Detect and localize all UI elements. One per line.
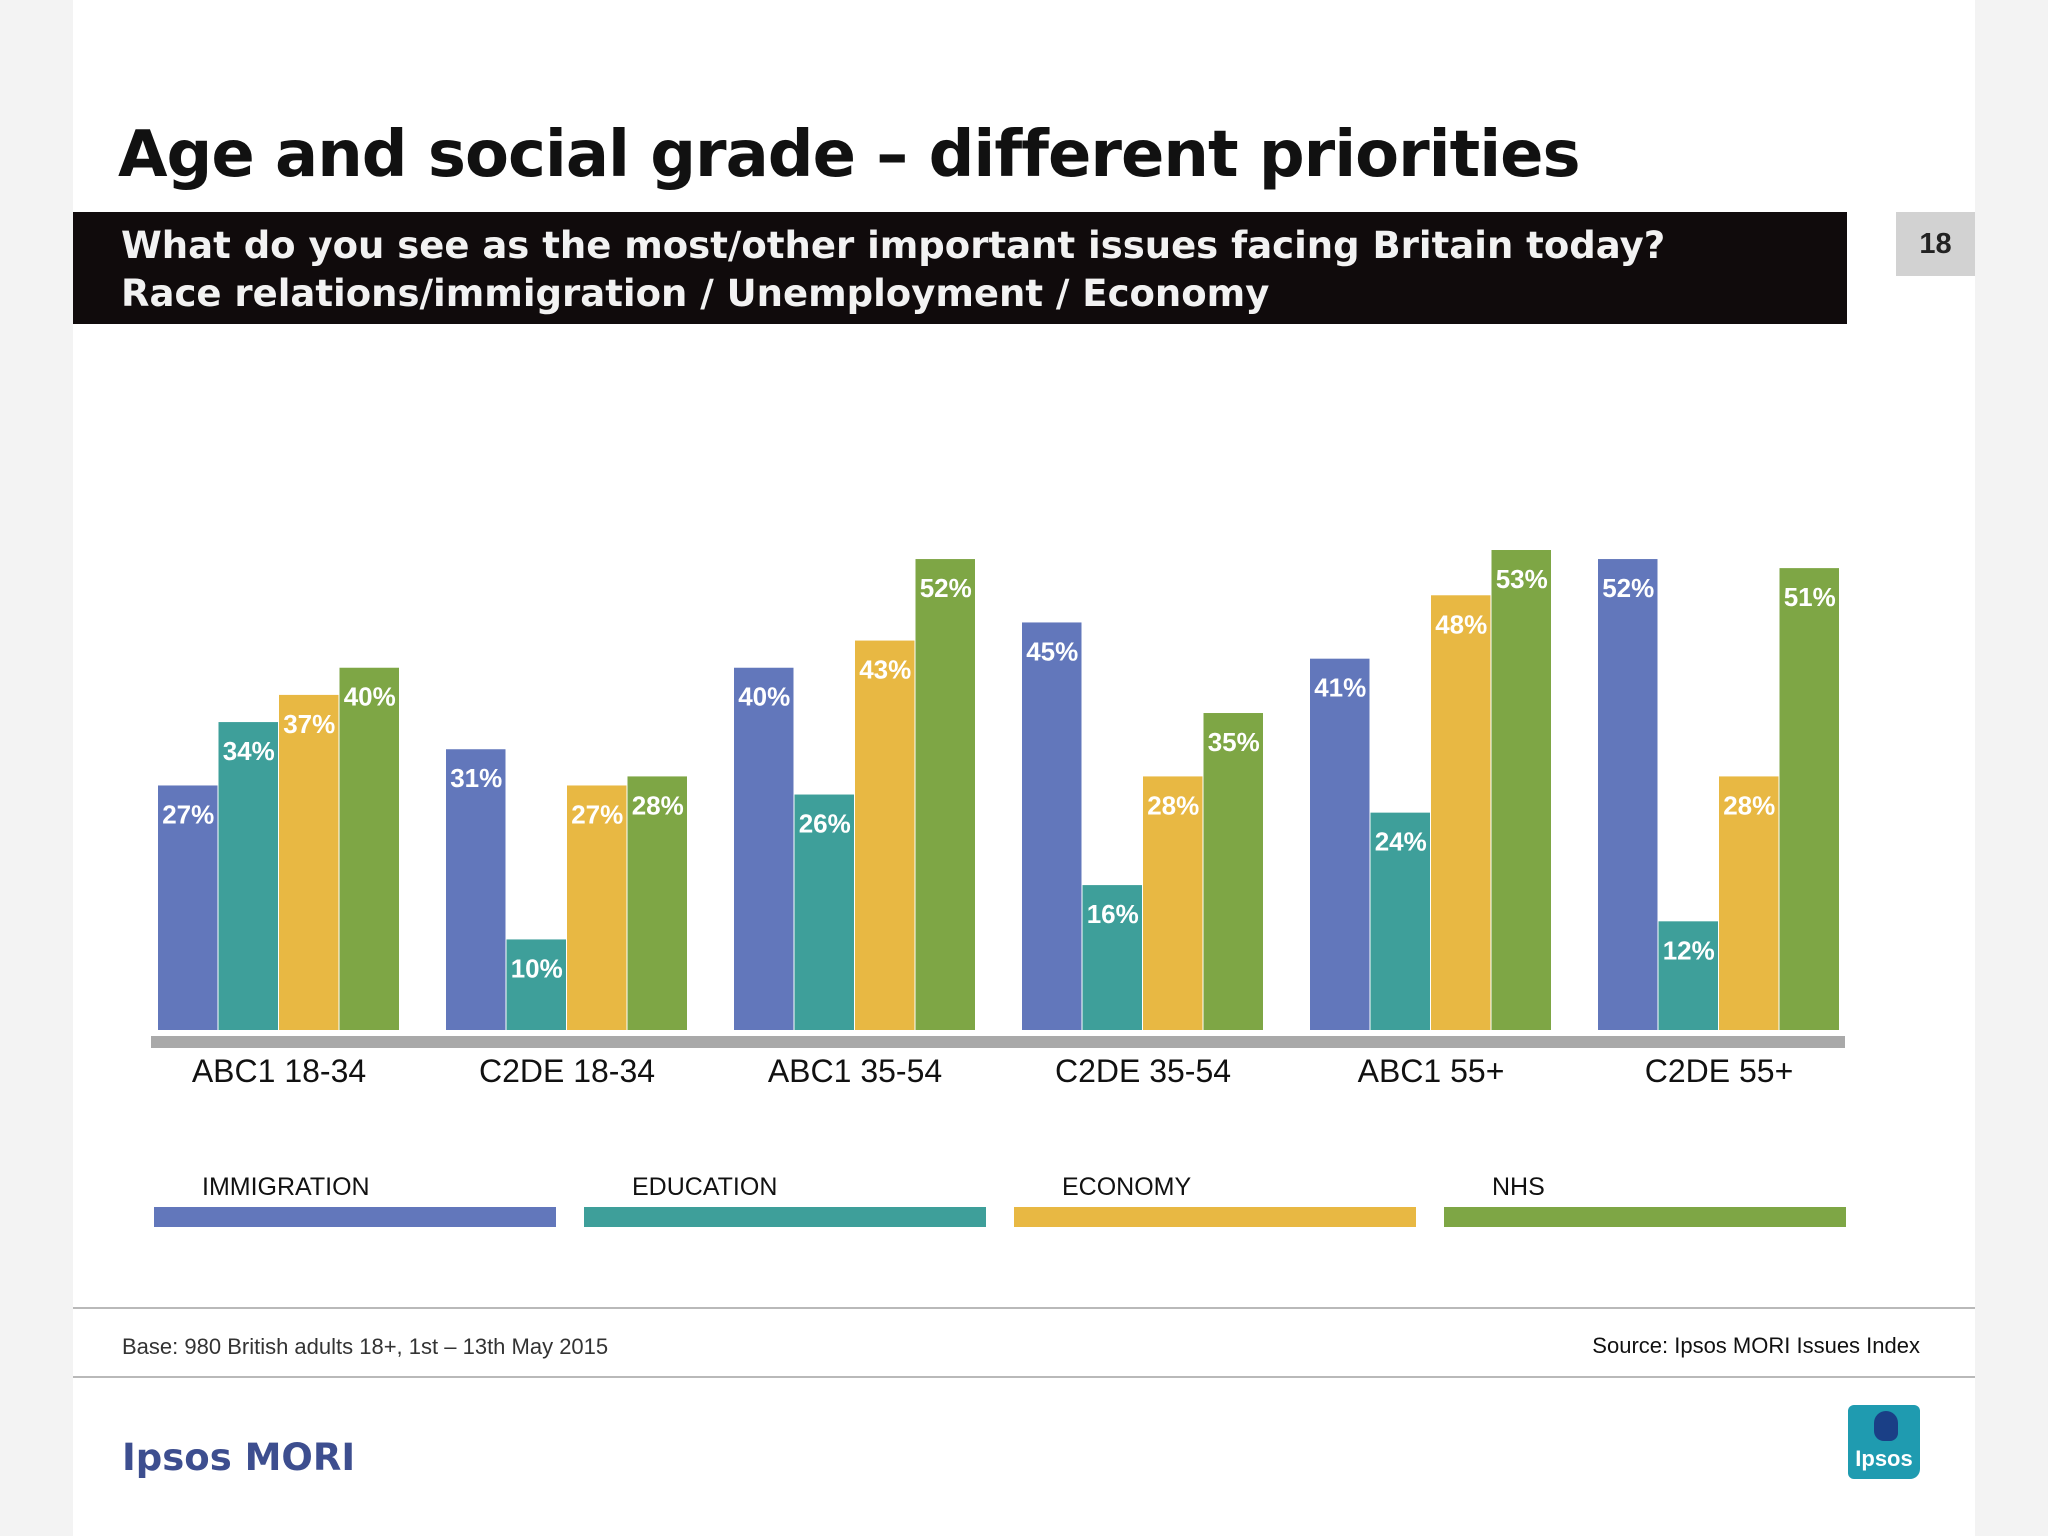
bar bbox=[279, 694, 339, 1030]
data-label: 26% bbox=[799, 809, 851, 839]
bar bbox=[1310, 658, 1370, 1030]
data-label: 34% bbox=[223, 736, 275, 766]
category-label: ABC1 18-34 bbox=[192, 1053, 366, 1089]
bar bbox=[1431, 595, 1491, 1030]
page-title: Age and social grade – different priorit… bbox=[118, 118, 1581, 192]
data-label: 31% bbox=[450, 763, 502, 793]
bar bbox=[1598, 559, 1658, 1030]
data-label: 40% bbox=[344, 682, 396, 712]
bar bbox=[794, 794, 854, 1030]
source-note: Source: Ipsos MORI Issues Index bbox=[1592, 1333, 1920, 1358]
bar-chart: 27% 34% 37% 40% ABC1 18-34 31% 10% 27% 28% C2DE 1… bbox=[151, 550, 1846, 1227]
bar bbox=[855, 640, 915, 1030]
footer-divider-top bbox=[73, 1307, 1975, 1309]
legend-label: IMMIGRATION bbox=[202, 1173, 370, 1201]
bar bbox=[1779, 568, 1839, 1030]
data-label: 27% bbox=[162, 799, 214, 829]
category-label: C2DE 55+ bbox=[1645, 1053, 1794, 1089]
legend-swatch bbox=[1444, 1207, 1846, 1227]
data-label: 52% bbox=[920, 573, 972, 603]
bar bbox=[446, 749, 506, 1030]
bar bbox=[1203, 713, 1263, 1030]
category-label: ABC1 55+ bbox=[1358, 1053, 1505, 1089]
bar bbox=[1491, 550, 1551, 1030]
legend-swatch bbox=[584, 1207, 986, 1227]
page-number: 18 bbox=[1896, 212, 1975, 276]
bar bbox=[1022, 622, 1082, 1030]
data-label: 28% bbox=[1147, 790, 1199, 820]
logo-head-shape bbox=[1874, 1411, 1898, 1441]
legend-swatch bbox=[154, 1207, 556, 1227]
data-label: 12% bbox=[1663, 935, 1715, 965]
data-label: 27% bbox=[571, 799, 623, 829]
data-label: 41% bbox=[1314, 673, 1366, 703]
question-banner: What do you see as the most/other import… bbox=[73, 212, 1847, 324]
bar bbox=[1082, 885, 1142, 1030]
bar bbox=[567, 785, 627, 1030]
bar bbox=[218, 722, 278, 1030]
legend-swatch bbox=[1014, 1207, 1416, 1227]
data-label: 28% bbox=[632, 790, 684, 820]
bar bbox=[734, 667, 794, 1030]
bar bbox=[506, 939, 566, 1030]
data-label: 28% bbox=[1723, 790, 1775, 820]
bar bbox=[915, 559, 975, 1030]
legend-label: ECONOMY bbox=[1062, 1173, 1192, 1201]
bar bbox=[1719, 776, 1779, 1030]
data-label: 48% bbox=[1435, 609, 1487, 639]
data-label: 24% bbox=[1375, 827, 1427, 857]
category-label: C2DE 18-34 bbox=[479, 1053, 655, 1089]
legend-label: EDUCATION bbox=[632, 1173, 777, 1201]
data-label: 10% bbox=[511, 953, 563, 983]
legend-label: NHS bbox=[1492, 1173, 1545, 1201]
bar bbox=[1143, 776, 1203, 1030]
bar bbox=[627, 776, 687, 1030]
category-label: C2DE 35-54 bbox=[1055, 1053, 1231, 1089]
data-label: 37% bbox=[283, 709, 335, 739]
data-label: 43% bbox=[859, 655, 911, 685]
footer-divider-bottom bbox=[73, 1376, 1975, 1378]
data-label: 45% bbox=[1026, 636, 1078, 666]
question-text: What do you see as the most/other import… bbox=[121, 224, 1666, 267]
logo-text: Ipsos bbox=[1855, 1446, 1913, 1471]
data-label: 53% bbox=[1496, 564, 1548, 594]
data-label: 35% bbox=[1208, 727, 1260, 757]
data-label: 40% bbox=[738, 682, 790, 712]
ipsos-logo-icon: Ipsos bbox=[1848, 1405, 1920, 1479]
bar bbox=[1370, 812, 1430, 1030]
x-axis-line bbox=[151, 1036, 1845, 1048]
data-label: 52% bbox=[1602, 573, 1654, 603]
base-note: Base: 980 British adults 18+, 1st – 13th… bbox=[122, 1334, 609, 1359]
bar bbox=[1658, 921, 1718, 1030]
brand-name: Ipsos MORI bbox=[122, 1436, 356, 1479]
data-label: 16% bbox=[1087, 899, 1139, 929]
category-label: ABC1 35-54 bbox=[768, 1053, 942, 1089]
data-label: 51% bbox=[1784, 582, 1836, 612]
question-subtext: Race relations/immigration / Unemploymen… bbox=[121, 272, 1270, 315]
bar bbox=[158, 785, 218, 1030]
bar bbox=[339, 667, 399, 1030]
